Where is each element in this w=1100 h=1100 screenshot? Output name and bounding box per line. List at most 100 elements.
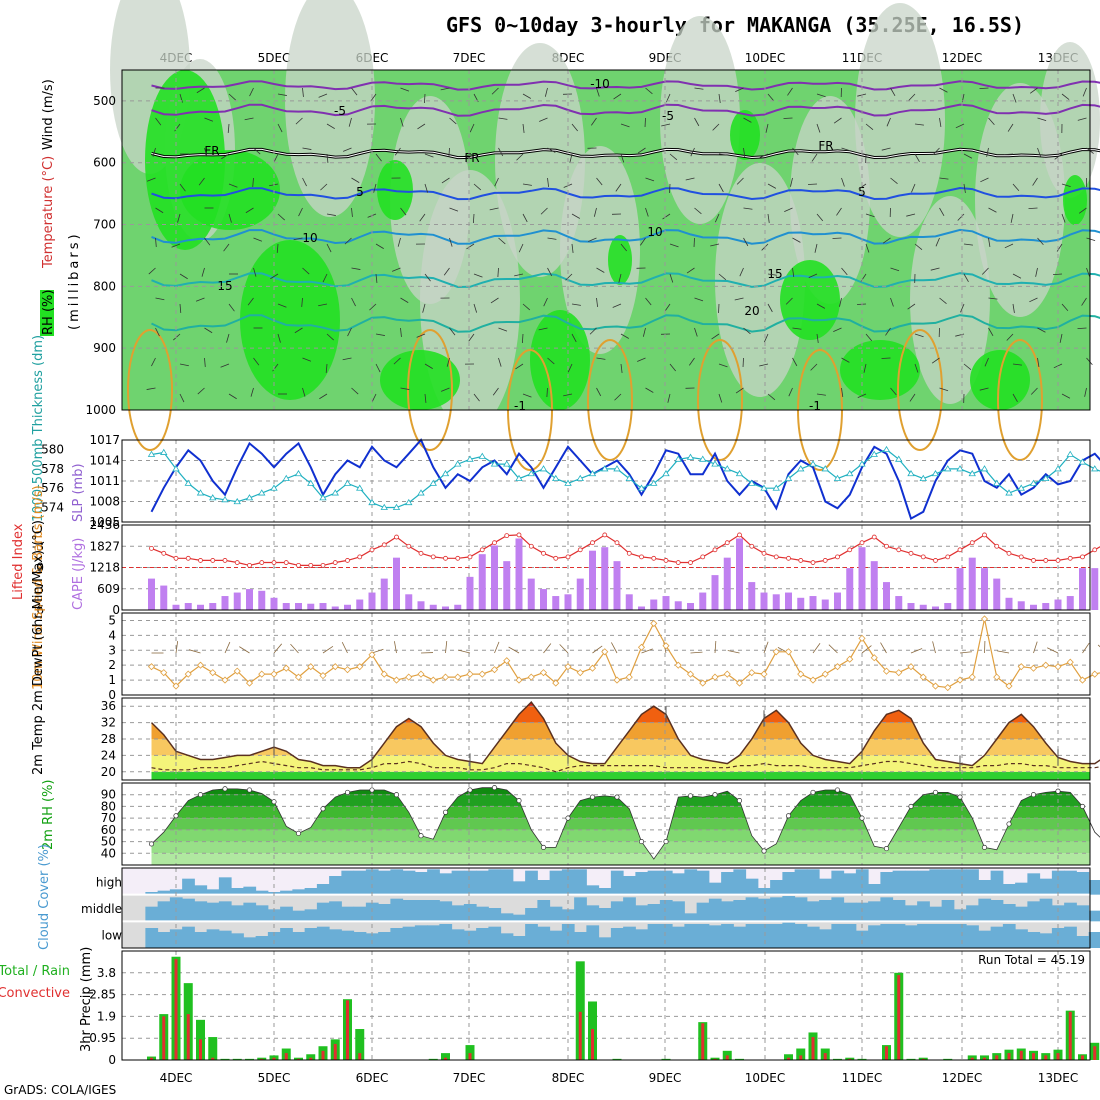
wind-barb (833, 327, 842, 333)
cloud-middle-bar (745, 897, 759, 922)
cape-bar (870, 561, 878, 610)
cloud-low-bar (292, 932, 306, 948)
slp-line (150, 438, 1100, 521)
lifted-marker (675, 560, 681, 565)
thickness-marker (392, 503, 401, 510)
thickness-marker (686, 453, 695, 460)
lifted-marker (332, 560, 338, 565)
wind-tick: 3 (108, 643, 116, 657)
wind-barb (865, 123, 874, 130)
cape-tick: 1218 (89, 561, 120, 575)
pressure-axis-label: (millibars) (67, 231, 82, 330)
lifted-marker (1067, 555, 1073, 561)
cloud-middle-bar (549, 906, 563, 922)
thickness-marker (625, 474, 633, 481)
precip-total-bar (355, 1029, 365, 1060)
wind-marker (515, 676, 523, 684)
lifted-tick: 6 (36, 603, 44, 617)
slp-tick: 1011 (89, 474, 120, 488)
isotherm-15 (151, 272, 1100, 289)
wind-barb (567, 363, 573, 373)
rh-marker (883, 846, 890, 852)
wind-barb (369, 303, 377, 311)
cloud-low-bar (463, 930, 477, 948)
wind-barb (423, 93, 426, 104)
wind-barb (1003, 153, 1014, 156)
precip-convective-bar (1093, 1046, 1097, 1060)
rh-marker (148, 841, 155, 847)
wind-marker (147, 663, 156, 671)
thickness-marker (454, 460, 462, 467)
lifted-tick: 0 (36, 561, 44, 575)
wind-barb (228, 213, 232, 223)
lifted-line (151, 534, 1100, 567)
date-label-bottom: 4DEC (160, 1071, 193, 1085)
precip-convective-bar (885, 1046, 888, 1060)
temp-tick: 36 (101, 699, 116, 713)
wind-barb (179, 303, 182, 314)
wind-barb (767, 393, 776, 401)
cloud-middle-bar (708, 898, 722, 922)
wind-barb (939, 177, 949, 180)
cloud-low-bar (329, 929, 342, 948)
thickness-marker (490, 460, 499, 467)
cloud-middle-bar (402, 900, 416, 922)
cloud-high-bar (353, 870, 367, 895)
wind-barb (963, 183, 966, 193)
cape-bar (601, 547, 609, 610)
cloud-high-bar (145, 892, 159, 895)
wind-barb (449, 237, 453, 247)
wind-barb (596, 387, 602, 397)
wind-barb (591, 117, 597, 126)
wind-barb (497, 267, 499, 278)
wind-barb (694, 117, 700, 127)
precip-convective-bar (1044, 1055, 1048, 1060)
precip-convective-bar (468, 1053, 472, 1060)
contour-label: FR (464, 151, 479, 165)
wind-barb (984, 357, 989, 367)
wind-marker (503, 657, 511, 665)
cape-bar (674, 601, 682, 610)
lifted-marker (798, 558, 804, 563)
thickness-marker (1054, 465, 1062, 472)
wind-marker (564, 663, 572, 671)
cloud-high-bar (206, 889, 220, 895)
wind-barb (155, 207, 164, 214)
wind-barb (988, 117, 995, 126)
wind-barb (914, 333, 924, 338)
lifted-marker (320, 562, 326, 568)
thickness-slp-panel: 1005 1008 1011 1014 1017 574 576 578 580 (41, 433, 1100, 529)
wind-barb (351, 87, 358, 96)
cape-bar (809, 596, 817, 610)
wind-barb (449, 207, 459, 212)
rh-marker (638, 839, 645, 845)
cape-bar (172, 604, 180, 610)
thickness-marker (748, 479, 756, 486)
thickness-marker (833, 474, 842, 481)
wind-barb (204, 327, 213, 334)
rh-band (151, 794, 1090, 807)
lifted-marker (896, 547, 902, 553)
thickness-marker (576, 474, 584, 481)
precip-total-bar (575, 961, 585, 1060)
wind-barb (841, 147, 851, 152)
wind-barb (739, 267, 744, 277)
wind-barb (645, 177, 655, 182)
cloud-middle-bar (990, 900, 1004, 922)
thickness-marker (821, 465, 829, 472)
wind-barb (955, 123, 965, 129)
wind-barb (424, 183, 429, 193)
wind-barb (400, 327, 402, 337)
lifted-marker (614, 540, 620, 546)
cape-bar (478, 554, 486, 610)
wind-barb (620, 153, 625, 163)
thickness-line (151, 448, 1100, 509)
lifted-marker (553, 555, 559, 561)
cloud-high-bar (1027, 873, 1041, 895)
thickness-marker (160, 448, 168, 455)
wind-marker (172, 682, 180, 690)
precip-legend-total: Total / Rain (0, 964, 70, 979)
slp-axis-label: SLP (mb) (71, 463, 86, 522)
lifted-marker (871, 534, 877, 540)
